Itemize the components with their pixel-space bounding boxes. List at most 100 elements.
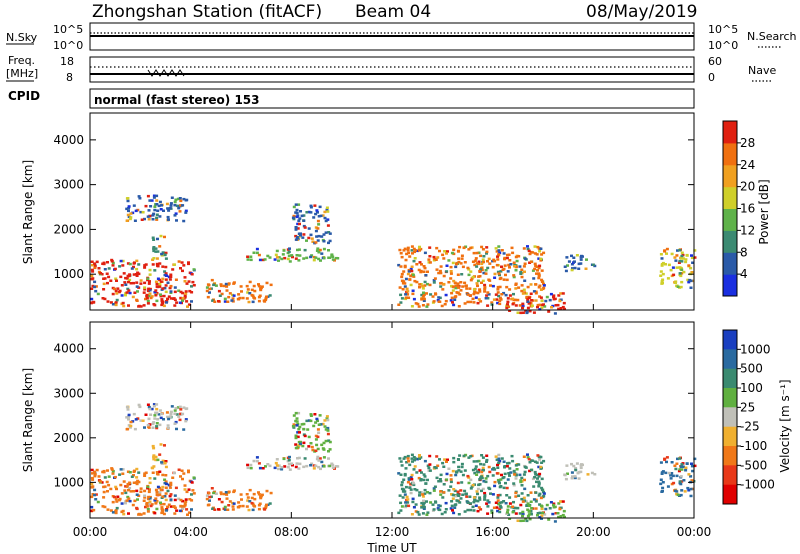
power-echo-cell bbox=[99, 272, 103, 275]
power-echo-cell bbox=[102, 277, 106, 280]
velocity-echo-cell bbox=[93, 470, 97, 474]
velocity-echo-cell bbox=[506, 508, 510, 512]
velocity-echo-cell bbox=[506, 478, 510, 481]
velocity-echo-cell bbox=[564, 477, 568, 481]
velocity-echo-cell bbox=[142, 512, 146, 515]
velocity-echo-cell bbox=[476, 509, 480, 513]
power-echo-cell bbox=[90, 274, 94, 278]
power-echo-cell bbox=[664, 263, 667, 266]
velocity-echo-cell bbox=[299, 440, 302, 444]
velocity-echo-cell bbox=[135, 507, 139, 511]
power-echo-cell bbox=[491, 284, 495, 288]
velocity-echo-cell bbox=[505, 512, 509, 515]
power-echo-cell bbox=[451, 285, 455, 289]
power-echo-cell bbox=[191, 280, 195, 284]
power-echo-cell bbox=[210, 278, 214, 282]
power-echo-cell bbox=[312, 255, 316, 259]
power-echo-cell bbox=[314, 256, 318, 259]
velocity-echo-cell bbox=[678, 457, 682, 460]
power-colorbar-tick-label: 8 bbox=[740, 245, 748, 259]
power-echo-cell bbox=[501, 268, 505, 271]
power-echo-cell bbox=[498, 285, 502, 289]
power-echo-cell bbox=[420, 293, 424, 297]
velocity-echo-cell bbox=[128, 481, 132, 484]
velocity-echo-cell bbox=[167, 503, 171, 506]
power-echo-cell bbox=[438, 296, 442, 300]
power-echo-cell bbox=[580, 254, 583, 258]
power-echo-cell bbox=[535, 272, 538, 275]
power-echo-cell bbox=[464, 245, 468, 248]
power-echo-cell bbox=[249, 258, 253, 262]
power-echo-cell bbox=[499, 276, 503, 280]
power-echo-cell bbox=[178, 301, 182, 304]
velocity-echo-cell bbox=[400, 464, 404, 467]
power-echo-cell bbox=[294, 203, 298, 206]
power-echo-cell bbox=[282, 249, 286, 252]
velocity-echo-cell bbox=[152, 421, 156, 424]
velocity-echo-cell bbox=[516, 519, 520, 522]
velocity-echo-cell bbox=[128, 426, 132, 429]
power-echo-cell bbox=[519, 272, 523, 275]
power-echo-cell bbox=[474, 296, 478, 299]
power-echo-cell bbox=[307, 227, 311, 230]
velocity-echo-cell bbox=[178, 509, 182, 513]
power-echo-cell bbox=[496, 285, 500, 289]
velocity-echo-cell bbox=[512, 469, 516, 473]
power-echo-cell bbox=[323, 216, 327, 220]
velocity-echo-cell bbox=[121, 509, 125, 513]
power-echo-cell bbox=[152, 194, 156, 197]
power-echo-cell bbox=[411, 292, 415, 296]
power-echo-cell bbox=[680, 272, 684, 275]
power-colorbar-step bbox=[723, 186, 737, 209]
power-echo-cell bbox=[507, 305, 511, 308]
power-echo-cell bbox=[158, 285, 162, 288]
velocity-echo-cell bbox=[573, 476, 577, 480]
velocity-colorbar-step bbox=[723, 426, 737, 447]
power-echo-cell bbox=[146, 215, 150, 218]
power-echo-cell bbox=[516, 298, 520, 302]
power-echo-cell bbox=[132, 281, 135, 285]
power-echo-cell bbox=[128, 262, 132, 266]
power-echo-cell bbox=[95, 260, 99, 264]
velocity-echo-cell bbox=[659, 461, 663, 464]
velocity-echo-cell bbox=[417, 513, 421, 516]
velocity-echo-cell bbox=[318, 457, 322, 460]
velocity-echo-cell bbox=[159, 488, 163, 492]
power-echo-cell bbox=[102, 282, 106, 286]
power-echo-cell bbox=[182, 197, 186, 201]
velocity-echo-cell bbox=[532, 485, 536, 488]
power-echo-cell bbox=[418, 249, 421, 252]
velocity-echo-cell bbox=[474, 504, 478, 507]
power-echo-cell bbox=[127, 205, 131, 208]
velocity-echo-cell bbox=[509, 471, 513, 474]
velocity-echo-cell bbox=[167, 426, 170, 430]
power-echo-cell bbox=[160, 252, 164, 256]
power-echo-cell bbox=[302, 224, 306, 228]
freq-frame bbox=[89, 56, 695, 83]
power-echo-cell bbox=[132, 262, 136, 265]
velocity-echo-cell bbox=[295, 424, 299, 427]
velocity-echo-cell bbox=[477, 459, 481, 463]
velocity-echo-cell bbox=[403, 493, 407, 496]
velocity-echo-cell bbox=[500, 501, 504, 504]
velocity-echo-cell bbox=[481, 487, 485, 491]
power-echo-cell bbox=[302, 219, 306, 222]
velocity-echo-cell bbox=[146, 403, 150, 406]
velocity-echo-cell bbox=[541, 511, 545, 515]
power-echo-cell bbox=[177, 206, 181, 210]
power-echo-cell bbox=[131, 211, 135, 215]
power-echo-cell bbox=[537, 247, 541, 250]
velocity-echo-cell bbox=[173, 471, 176, 475]
velocity-echo-cell bbox=[508, 467, 512, 470]
velocity-echo-cell bbox=[433, 485, 437, 488]
power-echo-cell bbox=[579, 258, 583, 261]
power-echo-cell bbox=[134, 209, 138, 213]
velocity-echo-cell bbox=[400, 505, 404, 508]
power-echo-cell bbox=[249, 255, 253, 258]
velocity-echo-cell bbox=[661, 470, 665, 473]
power-echo-cell bbox=[315, 209, 319, 212]
power-echo-cell bbox=[129, 216, 133, 219]
power-echo-cell bbox=[423, 266, 427, 270]
velocity-echo-cell bbox=[146, 497, 150, 501]
velocity-echo-cell bbox=[163, 478, 167, 481]
